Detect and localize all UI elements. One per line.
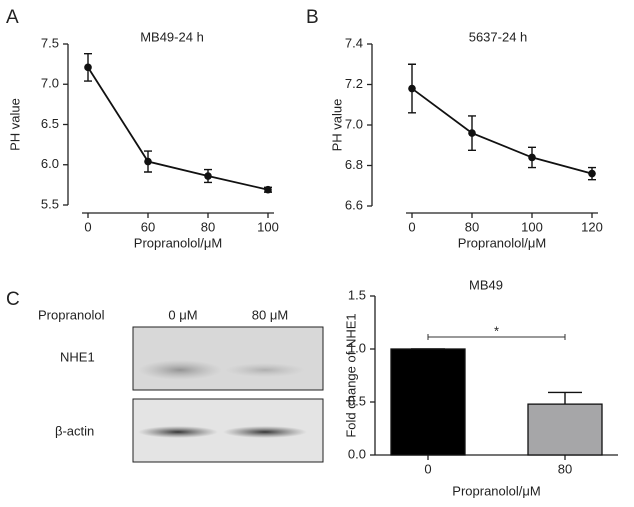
data-point	[588, 169, 596, 178]
panel-label: C	[6, 289, 20, 310]
blot-lane-label: 80 μM	[252, 307, 288, 322]
y-axis-label: Fold change of NHE1	[343, 313, 358, 437]
data-point	[468, 129, 476, 137]
y-tick-label: 6.0	[41, 156, 59, 171]
blot-treatment-label: Propranolol	[38, 307, 105, 322]
chart-title: MB49-24 h	[140, 29, 204, 44]
bar	[390, 348, 466, 456]
x-tick-label: 100	[257, 219, 279, 234]
line	[411, 87, 593, 175]
blot-row-label: NHE1	[60, 349, 95, 364]
y-axis-label: PH value	[7, 98, 22, 151]
data-point	[528, 153, 536, 162]
blot-row-label: β-actin	[55, 423, 94, 438]
y-tick-label: 7.4	[345, 35, 363, 50]
y-axis-label: PH value	[329, 99, 344, 152]
blot-image	[132, 326, 324, 463]
y-tick-label: 7.0	[41, 76, 59, 91]
line	[87, 66, 269, 191]
x-tick-label: 60	[141, 219, 155, 234]
significance-annotation: *	[494, 323, 499, 338]
error-bar	[548, 391, 582, 405]
x-tick-label: 80	[465, 219, 479, 234]
panel-label: B	[306, 7, 319, 28]
y-tick-label: 0.0	[348, 446, 366, 461]
data-point	[408, 84, 416, 93]
data-point	[204, 172, 212, 180]
y-tick-label: 6.8	[345, 157, 363, 172]
x-axis-label: Propranolol/μM	[452, 483, 540, 498]
x-axis-label: Propranolol/μM	[134, 235, 222, 250]
data-point	[84, 63, 92, 72]
x-tick-label: 120	[581, 219, 603, 234]
y-tick-label: 0.5	[348, 393, 366, 408]
y-tick-label: 6.5	[41, 116, 59, 131]
y-tick-label: 7.2	[345, 76, 363, 91]
y-tick-label: 5.5	[41, 196, 59, 211]
x-tick-label: 0	[84, 219, 91, 234]
x-axis-label: Propranolol/μM	[458, 235, 546, 250]
x-tick-label: 0	[424, 461, 431, 476]
data-point	[144, 157, 152, 166]
chart-title: 5637-24 h	[469, 29, 528, 44]
y-tick-label: 6.6	[345, 197, 363, 212]
y-tick-label: 1.5	[348, 287, 366, 302]
blot-lane-label: 0 μM	[168, 307, 197, 322]
y-tick-label: 7.0	[345, 116, 363, 131]
bar	[527, 403, 603, 456]
significance-bracket	[427, 334, 566, 340]
panel-label: A	[6, 7, 19, 28]
x-tick-label: 80	[201, 219, 215, 234]
x-tick-label: 80	[558, 461, 572, 476]
y-tick-label: 7.5	[41, 35, 59, 50]
data-point	[264, 185, 272, 194]
x-tick-label: 100	[521, 219, 543, 234]
y-tick-label: 1.0	[348, 340, 366, 355]
chart-title: MB49	[469, 277, 503, 292]
x-tick-label: 0	[408, 219, 415, 234]
